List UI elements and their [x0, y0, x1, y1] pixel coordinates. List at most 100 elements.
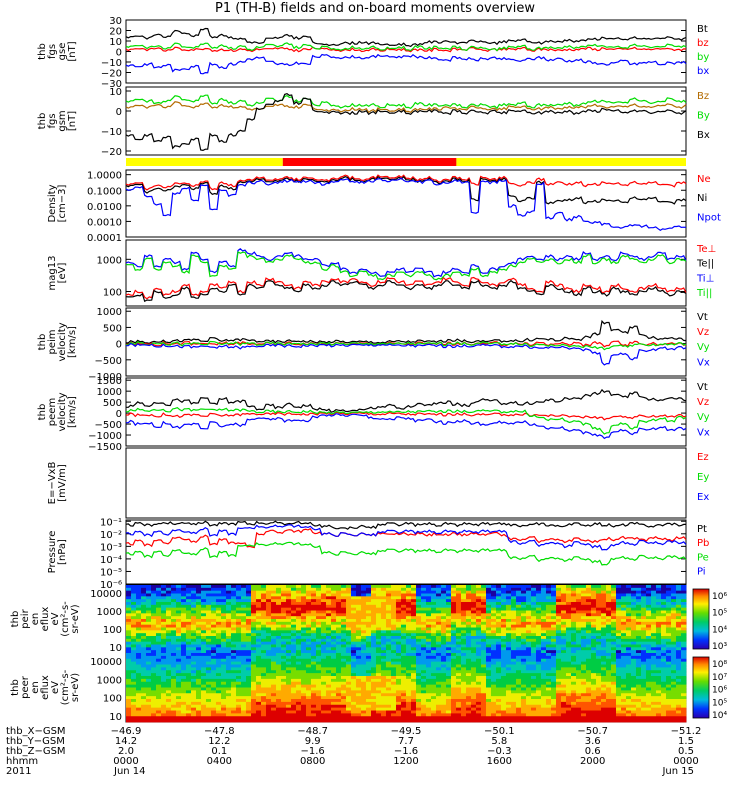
peir_spectrogram-cell: [176, 644, 182, 648]
peer_spectrogram-cell: [546, 713, 552, 717]
peer_spectrogram-cell: [276, 701, 282, 706]
peir_spectrogram-cell: [521, 610, 527, 614]
peir_spectrogram-cell: [576, 590, 582, 594]
peir_spectrogram-cell: [681, 587, 687, 592]
peir_spectrogram-cell: [656, 641, 662, 645]
peir_spectrogram-cell: [391, 610, 397, 614]
peir_spectrogram-cell: [166, 647, 172, 651]
peer_spectrogram-cell: [396, 664, 402, 668]
peir_spectrogram-cell: [286, 596, 292, 600]
peir_spectrogram-cell: [561, 607, 567, 611]
peer_spectrogram-cell: [506, 667, 512, 671]
peer_spectrogram-cell: [136, 667, 142, 671]
peer_spectrogram-cell: [336, 673, 342, 677]
peir_spectrogram-cell: [146, 599, 152, 603]
peir_spectrogram-cell: [606, 650, 612, 654]
peir_spectrogram-cell: [591, 596, 597, 600]
peer_spectrogram-cell: [521, 681, 527, 686]
peir_spectrogram-cell: [681, 599, 687, 603]
peir_spectrogram-cell: [611, 599, 617, 603]
peir_spectrogram-cell: [681, 616, 687, 620]
peir_spectrogram-cell: [316, 636, 322, 640]
peir_spectrogram-cell: [401, 650, 407, 654]
peir_spectrogram-cell: [591, 587, 597, 592]
peer_spectrogram-cell: [506, 690, 512, 694]
peer_spectrogram-cell: [196, 667, 202, 671]
peer_spectrogram-cell: [376, 704, 382, 709]
peir_spectrogram-cell: [441, 630, 447, 634]
peer_spectrogram-cell: [186, 696, 192, 700]
peir_spectrogram-cell: [561, 636, 567, 640]
peir_spectrogram-cell: [256, 624, 262, 628]
peer_spectrogram-cell: [181, 696, 187, 700]
peir_spectrogram-cell: [596, 644, 602, 648]
peer_spectrogram-cell: [471, 716, 477, 720]
peer_spectrogram-cell: [226, 707, 232, 711]
peer_spectrogram-cell: [136, 661, 142, 665]
peer_spectrogram-cell: [356, 673, 362, 677]
peir_spectrogram-cell: [526, 590, 532, 594]
peir_spectrogram-cell: [246, 616, 252, 620]
peir_spectrogram-cell: [511, 621, 517, 626]
peir_spectrogram-cell: [546, 638, 552, 643]
peir_spectrogram-cell: [426, 644, 432, 648]
peer_spectrogram-cell: [356, 670, 362, 674]
peer_spectrogram-cell: [226, 658, 232, 663]
peer_spectrogram-cell: [336, 670, 342, 674]
peer_spectrogram-cell: [566, 713, 572, 717]
peer_spectrogram-cell: [281, 658, 287, 663]
peir_spectrogram-cell: [646, 621, 652, 626]
peer_spectrogram-cell: [231, 664, 237, 668]
peir_spectrogram-cell: [531, 610, 537, 614]
peer_spectrogram-cell: [316, 676, 322, 680]
peir_spectrogram-cell: [211, 616, 217, 620]
peir_spectrogram-cell: [626, 593, 632, 597]
peer_spectrogram-cell: [371, 667, 377, 671]
peir_spectrogram-cell: [156, 650, 162, 654]
peir_spectrogram-cell: [461, 596, 467, 600]
peir_spectrogram-cell: [551, 613, 557, 617]
peir_spectrogram-cell: [616, 638, 622, 643]
peir_spectrogram-cell: [406, 590, 412, 594]
peir_spectrogram-cell: [666, 650, 672, 654]
peir_spectrogram-cell: [646, 644, 652, 648]
peer_spectrogram-cell: [146, 655, 152, 660]
peer_spectrogram-cell: [136, 676, 142, 680]
peer_spectrogram-cell: [421, 664, 427, 668]
peir_spectrogram-cell: [631, 610, 637, 614]
peer_spectrogram-cell: [136, 710, 142, 714]
peer_spectrogram-cell: [366, 719, 372, 723]
peer_spectrogram-cell: [151, 690, 157, 694]
peer_spectrogram-cell: [501, 661, 507, 665]
peir_spectrogram-cell: [401, 638, 407, 643]
peir_spectrogram-cell: [186, 610, 192, 614]
peer_spectrogram-cell: [556, 716, 562, 720]
peir_spectrogram-cell: [226, 590, 232, 594]
peer_spectrogram-cell: [216, 661, 222, 665]
peir_spectrogram-cell: [311, 638, 317, 643]
peer_spectrogram-cell: [276, 655, 282, 660]
peer_spectrogram-cell: [226, 670, 232, 674]
peir_spectrogram-cell: [451, 604, 457, 609]
peer_spectrogram-cell: [236, 676, 242, 680]
peer_spectrogram-cell: [396, 696, 402, 700]
peir_spectrogram-cell: [146, 602, 152, 606]
peir_spectrogram-cell: [501, 630, 507, 634]
peer_spectrogram-cell: [451, 661, 457, 665]
peer_spectrogram-cell: [126, 690, 132, 694]
peir_spectrogram-cell: [611, 636, 617, 640]
peer_spectrogram-cell: [556, 710, 562, 714]
peir_spectrogram-cell: [661, 599, 667, 603]
peir_spectrogram-cell: [201, 602, 207, 606]
peir_spectrogram-cell: [506, 627, 512, 631]
peer_spectrogram-cell: [241, 664, 247, 668]
peer_spectrogram-cell: [361, 687, 367, 691]
peir_spectrogram-cell: [341, 610, 347, 614]
peir_spectrogram-cell: [136, 647, 142, 651]
peer_spectrogram-cell: [476, 713, 482, 717]
peer_spectrogram-cell: [126, 658, 132, 663]
peir_spectrogram-cell: [211, 650, 217, 654]
peer_spectrogram-cell: [396, 667, 402, 671]
peir_spectrogram-cell: [511, 593, 517, 597]
peer_spectrogram-cell: [181, 704, 187, 709]
